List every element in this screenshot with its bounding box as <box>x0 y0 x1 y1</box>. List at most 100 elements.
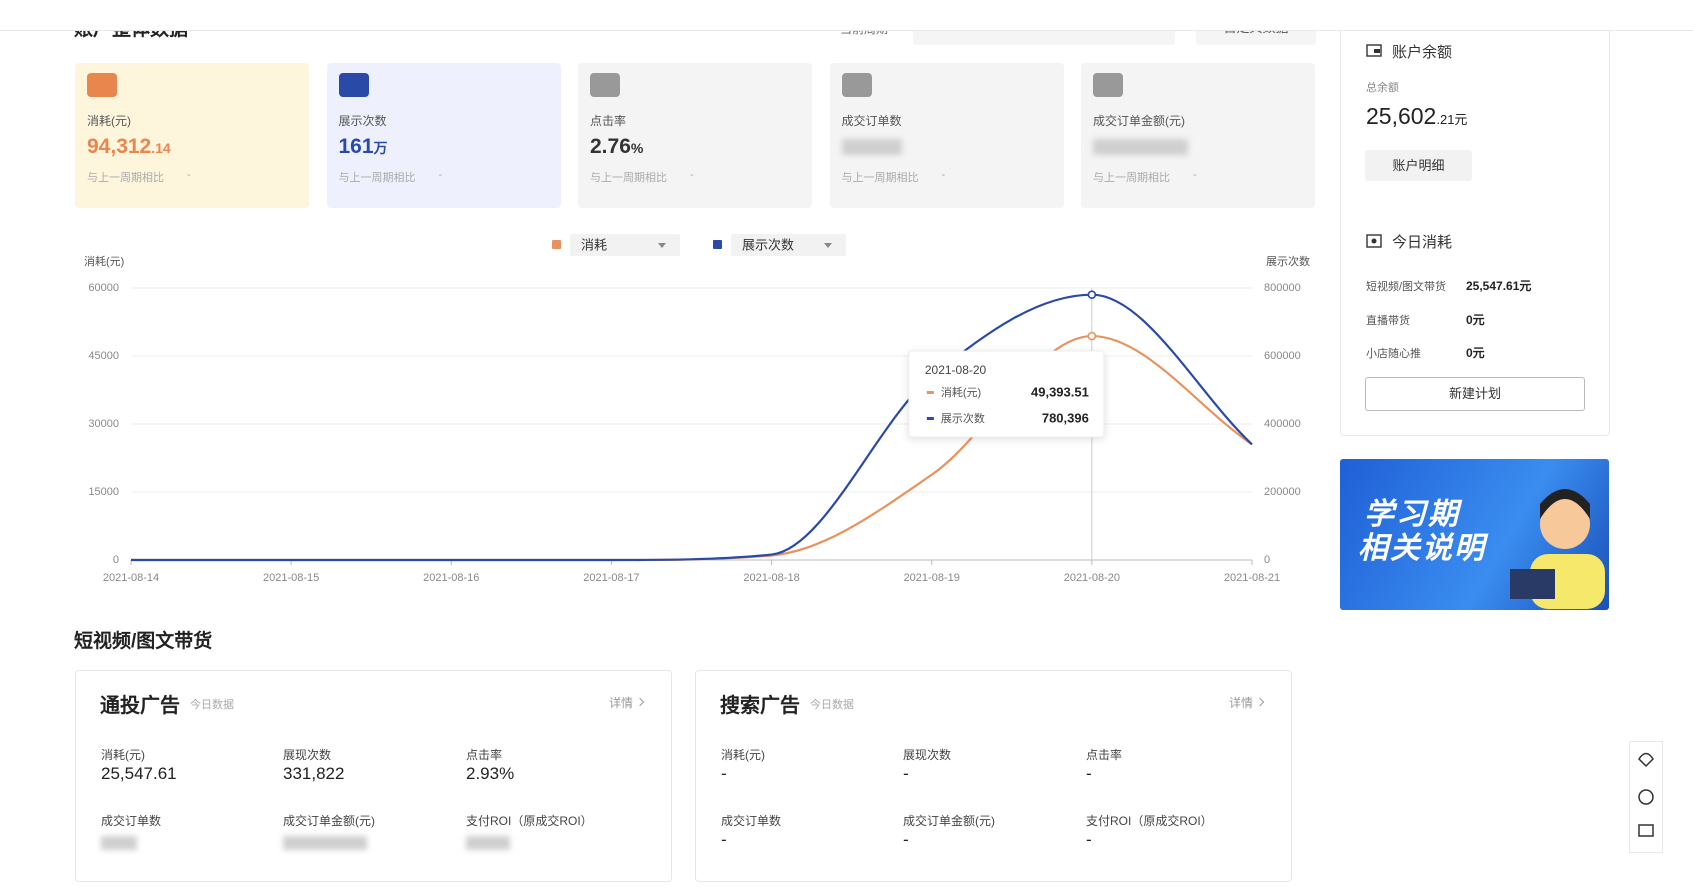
metric-label: 消耗(元) <box>101 748 145 762</box>
y-tick-label: 0 <box>113 554 119 566</box>
metric-value: - <box>903 830 909 849</box>
legend-item[interactable]: 消耗 <box>552 234 680 256</box>
metric-label: 展现次数 <box>903 748 952 762</box>
kpi-icon <box>1093 73 1123 97</box>
kpi-compare: 与上一周期相比 <box>338 172 416 184</box>
kpi-label: 成交订单金额(元) <box>1093 114 1185 128</box>
total-label: 总余额 <box>1366 82 1399 94</box>
metric-label: 成交订单金额(元) <box>903 814 995 828</box>
banner[interactable]: 学习期 相关说明 <box>1340 459 1609 610</box>
metric-label: 展现次数 <box>283 748 332 762</box>
today-row-value: 0元 <box>1466 346 1485 360</box>
x-tick-label: 2021-08-20 <box>1064 572 1120 584</box>
tooltip-value: 49,393.51 <box>1031 384 1089 399</box>
account-detail-button[interactable]: 账户明细 <box>1365 150 1472 181</box>
kpi-card: 成交订单数 与上一周期相比 - <box>829 63 1064 208</box>
legend-item[interactable]: 展示次数 <box>713 234 846 256</box>
side-icons[interactable] <box>1630 742 1662 852</box>
metric-label: 成交订单数 <box>101 814 162 828</box>
today-row-label: 短视频/图文带货 <box>1366 281 1447 293</box>
balance-title: 账户余额 <box>1392 44 1453 61</box>
y-axis-title: 消耗(元) <box>84 254 124 268</box>
kpi-card: 点击率 2.76% 与上一周期相比 - <box>578 63 812 208</box>
kpi-icon <box>841 73 872 97</box>
metric-label: 支付ROI（原成交ROI） <box>466 814 593 828</box>
tooltip-box <box>908 350 1105 438</box>
balance-main: 25,602 <box>1366 103 1437 129</box>
banner-figure <box>1510 489 1605 609</box>
kpi-value-blurred <box>1093 139 1188 155</box>
section-title: 短视频/图文带货 <box>74 631 213 652</box>
top-nav <box>0 0 1693 31</box>
chevron <box>1255 697 1265 707</box>
metric-value: - <box>1086 830 1092 849</box>
ad-card-link[interactable]: 详情 <box>608 696 633 710</box>
metric-label: 消耗(元) <box>721 748 765 762</box>
ad-card-title: 通投广告 <box>100 695 180 717</box>
metric-value-blurred <box>101 836 137 850</box>
metric-value: - <box>721 764 727 783</box>
balance-value: 25,602.21元 <box>1366 103 1467 130</box>
y2-tick-label: 200000 <box>1264 486 1301 498</box>
account-panel: 账户余额 总余额 25,602.21元 账户明细 今日消耗 短视频/图文带货 25… <box>1340 20 1610 436</box>
wallet-icon <box>1366 44 1382 57</box>
new-plan-button[interactable]: 新建计划 <box>1365 377 1585 411</box>
kpi-card: 消耗(元) 94,312.14 与上一周期相比 - <box>75 63 309 208</box>
ad-card-subtitle: 今日数据 <box>810 699 854 711</box>
kpi-delta: - <box>438 169 443 181</box>
tooltip-label: 消耗(元) <box>941 385 981 399</box>
y-tick-label: 60000 <box>88 282 119 294</box>
kpi-card: 展示次数 161万与上一周期相比 - <box>326 63 561 208</box>
y2-tick-label: 400000 <box>1264 418 1301 430</box>
kpi-label: 展示次数 <box>338 114 387 128</box>
kpi-value: 161万 <box>339 135 388 159</box>
kpi-value-small: .14 <box>151 140 171 156</box>
banner-line1: 学习期 <box>1364 498 1460 531</box>
kpi-value-blurred <box>841 139 902 155</box>
metric-label: 点击率 <box>466 748 503 762</box>
legend-swatch <box>552 240 561 249</box>
kpi-delta: - <box>941 169 946 181</box>
x-tick-label: 2021-08-14 <box>103 572 159 584</box>
metric-value: 331,822 <box>283 764 345 783</box>
ad-card-link[interactable]: 详情 <box>1228 696 1253 710</box>
metric-value-blurred <box>283 836 367 850</box>
kpi-card: 成交订单金额(元) 与上一周期相比 - <box>1081 63 1315 208</box>
y2-tick-label: 600000 <box>1264 350 1301 362</box>
today-row-value: 25,547.61元 <box>1466 279 1532 293</box>
ad-card: 通投广告 今日数据 详情 消耗(元) 25,547.61 展现次数 331,822 点击率 2.… <box>75 670 672 882</box>
y2-tick-label: 800000 <box>1264 282 1301 294</box>
metric-value: 25,547.61 <box>101 764 177 783</box>
banner-line2: 相关说明 <box>1358 532 1486 565</box>
metric-label: 支付ROI（原成交ROI） <box>1086 814 1213 828</box>
kpi-delta: - <box>690 169 694 181</box>
metric-label: 成交订单金额(元) <box>283 814 375 828</box>
metric-value: - <box>903 764 909 783</box>
kpi-label: 消耗(元) <box>87 114 131 128</box>
kpi-delta: - <box>187 169 191 181</box>
kpi-icon <box>87 73 117 97</box>
legend-label: 消耗 <box>581 237 607 252</box>
today-row-value: 0元 <box>1466 312 1485 327</box>
x-tick-label: 2021-08-15 <box>263 572 319 584</box>
kpi-value-main: 161 <box>338 135 374 158</box>
side-tools <box>1629 741 1663 853</box>
x-tick-label: 2021-08-16 <box>423 572 479 584</box>
y2-tick-label: 0 <box>1264 554 1270 566</box>
tooltip-label: 展示次数 <box>941 411 985 425</box>
kpi-icon <box>590 73 620 97</box>
kpi-compare: 与上一周期相比 <box>1093 172 1170 184</box>
kpi-icon <box>338 73 369 97</box>
kpi-label: 点击率 <box>590 114 627 128</box>
metric-value: - <box>1086 764 1092 783</box>
kpi-value-small: 万 <box>373 140 388 156</box>
balance-small: .21元 <box>1436 112 1468 127</box>
tooltip-date: 2021-08-20 <box>925 363 987 377</box>
kpi-value-main: 2.76 <box>590 135 631 158</box>
dropdown-caret <box>824 243 832 248</box>
kpi-value-main: 94,312 <box>87 135 152 158</box>
kpi-compare: 与上一周期相比 <box>87 172 164 184</box>
today-row-label: 直播带货 <box>1366 314 1410 327</box>
dropdown-caret <box>658 243 666 248</box>
